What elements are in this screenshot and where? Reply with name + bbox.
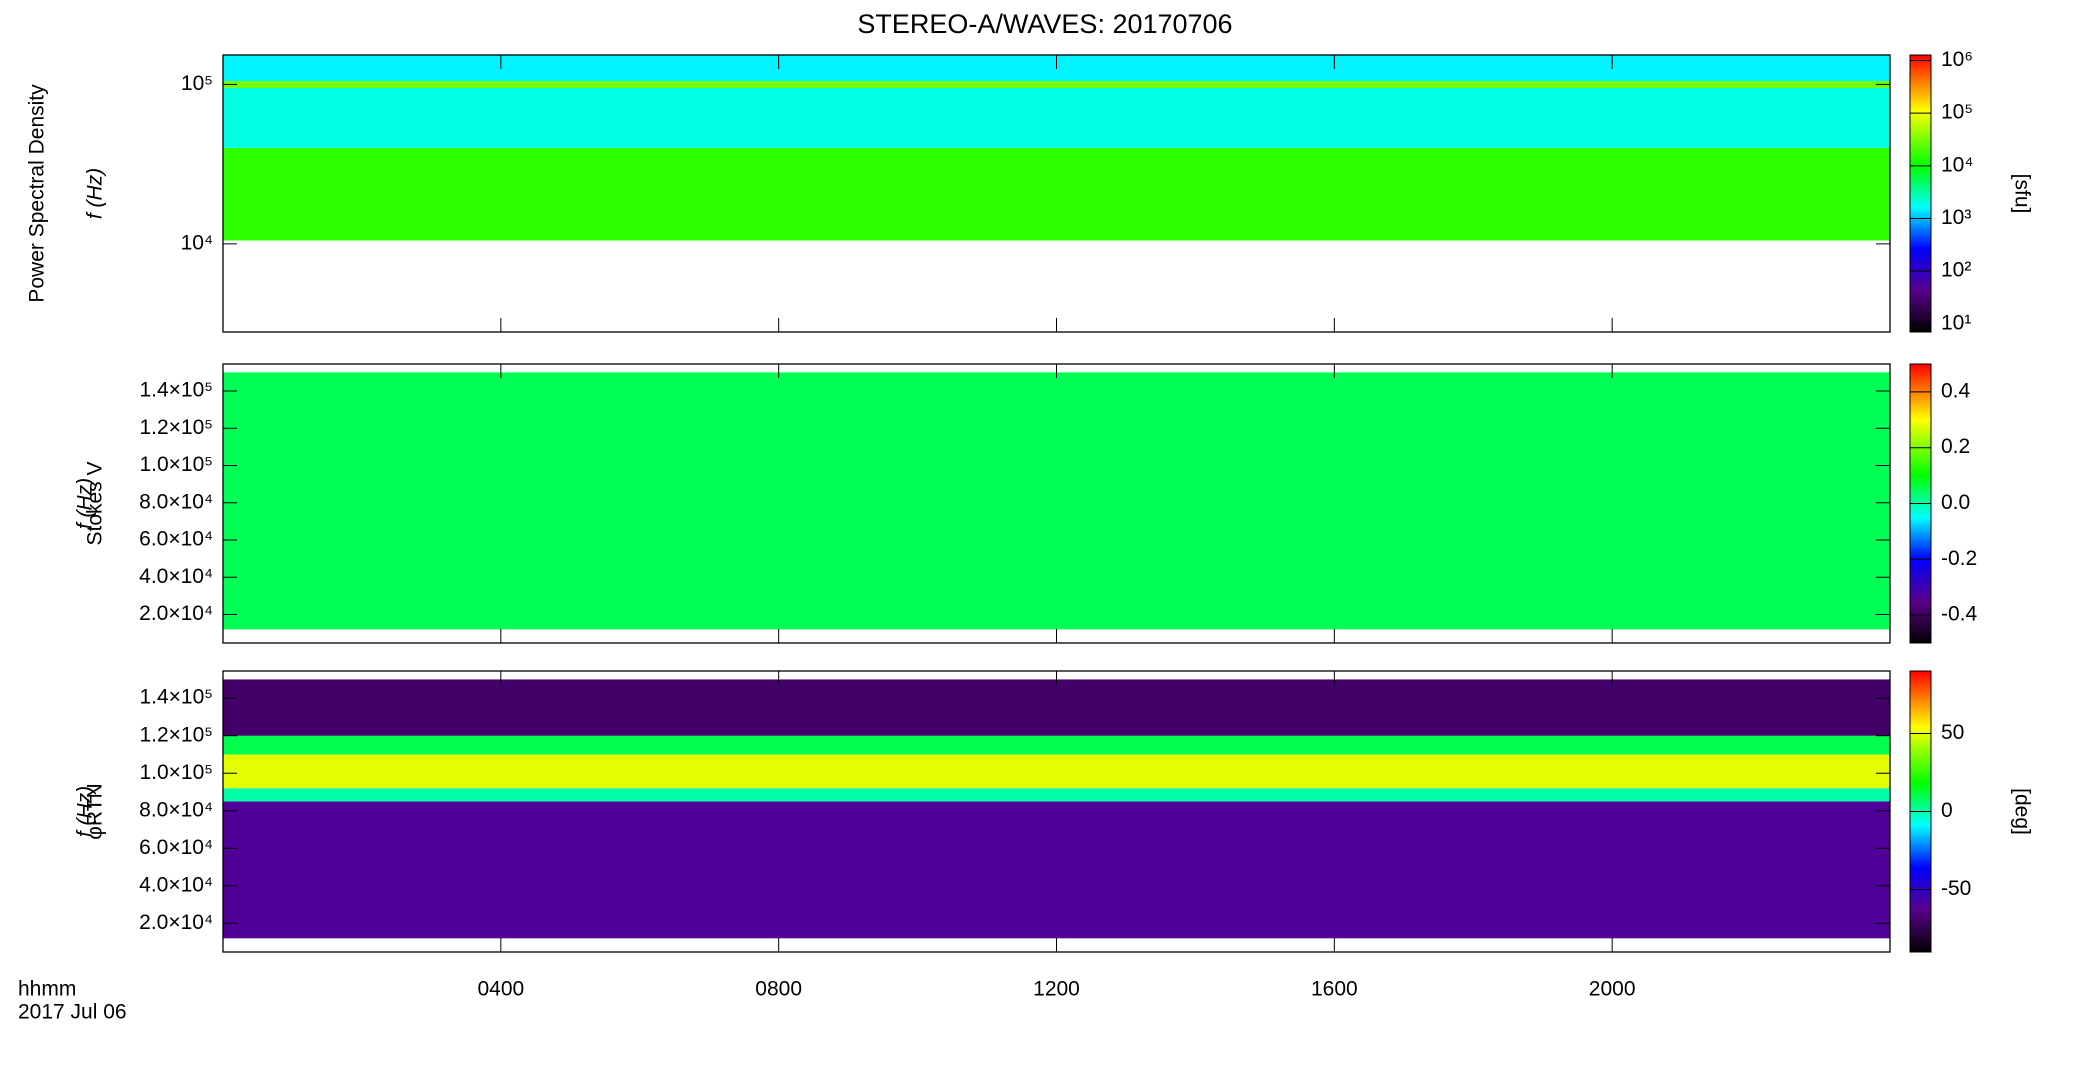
colorbar-tick-label: -0.4	[1941, 603, 1978, 626]
y-tick-label: 4.0×10⁴	[139, 565, 213, 588]
colorbar-tick-label: 10³	[1941, 206, 1971, 229]
y-axis-label: f (Hz)	[84, 168, 107, 219]
y-tick-label: 6.0×10⁴	[139, 836, 213, 859]
y-tick-label: 2.0×10⁴	[139, 911, 213, 934]
colorbar-tick-label: 10⁴	[1941, 153, 1973, 176]
colorbar	[1909, 54, 1932, 333]
y-tick-label: 10⁵	[181, 72, 213, 95]
y-tick-label: 1.2×10⁵	[139, 416, 213, 439]
x-tick-label: 1200	[1033, 978, 1080, 1001]
colorbar-tick-label: 50	[1941, 721, 1964, 744]
colorbar-tick-label: 0.2	[1941, 435, 1970, 458]
y-tick-label: 10⁴	[181, 231, 213, 254]
colorbar-tick-label: 10⁵	[1941, 101, 1973, 124]
y-tick-label: 8.0×10⁴	[139, 798, 213, 821]
y-axis-label: φRTN	[84, 783, 107, 839]
heatmap-band	[223, 754, 1890, 789]
x-tick-label: 2000	[1589, 978, 1636, 1001]
heatmap-band	[223, 679, 1890, 736]
colorbar-label: [deg]	[2010, 788, 2033, 835]
heatmap-band	[223, 735, 1890, 755]
y-axis-label: Power Spectral Density	[26, 84, 49, 303]
colorbar-tick-label: 0	[1941, 799, 1953, 822]
colorbar-tick-label: -50	[1941, 877, 1971, 900]
colorbar-tick-label: 0.0	[1941, 491, 1970, 514]
y-axis-label: f (Hz)	[74, 786, 97, 837]
chart-title: STEREO-A/WAVES: 20170706	[857, 9, 1232, 39]
heatmap-band	[223, 788, 1890, 802]
y-axis-label: Stokes V	[84, 461, 107, 545]
y-tick-label: 1.4×10⁵	[139, 686, 213, 709]
colorbar-tick-label: 10²	[1941, 259, 1971, 282]
heatmap-band	[223, 81, 1890, 88]
heatmap-band	[223, 147, 1890, 241]
colorbar-label: [sfu]	[2010, 174, 2033, 214]
y-tick-label: 8.0×10⁴	[139, 490, 213, 513]
y-tick-label: 2.0×10⁴	[139, 602, 213, 625]
heatmap-band	[223, 87, 1890, 148]
colorbar-tick-label: 10¹	[1941, 311, 1971, 334]
y-axis-label: f (Hz)	[74, 478, 97, 529]
colorbar-tick-label: 0.4	[1941, 379, 1971, 402]
y-tick-label: 1.4×10⁵	[139, 379, 213, 402]
y-tick-label: 1.0×10⁵	[139, 761, 213, 784]
y-tick-label: 6.0×10⁴	[139, 528, 213, 551]
y-tick-label: 4.0×10⁴	[139, 873, 213, 896]
heatmap-band	[223, 801, 1890, 939]
heatmap-band	[223, 372, 1890, 630]
date-label: 2017 Jul 06	[18, 1001, 127, 1024]
y-tick-label: 1.2×10⁵	[139, 723, 213, 746]
y-tick-label: 1.0×10⁵	[139, 453, 213, 476]
x-axis-label: hhmm	[18, 978, 76, 1001]
colorbar-tick-label: 10⁶	[1941, 48, 1973, 71]
colorbar-tick-label: -0.2	[1941, 547, 1977, 570]
x-tick-label: 0800	[755, 978, 802, 1001]
x-tick-label: 0400	[477, 978, 524, 1001]
x-tick-label: 1600	[1311, 978, 1358, 1001]
